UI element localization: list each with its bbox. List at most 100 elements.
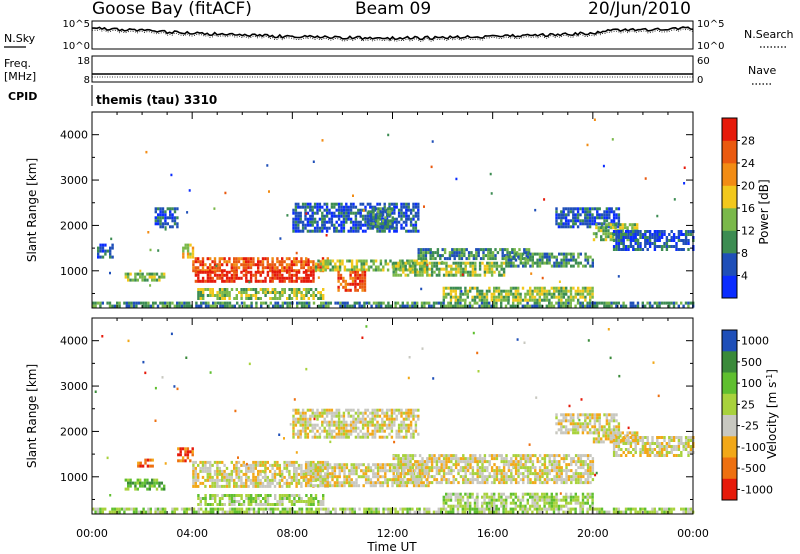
range-time-cell — [394, 304, 397, 308]
range-time-cell — [240, 276, 243, 280]
range-time-cell — [504, 304, 508, 308]
range-time-cell — [197, 260, 200, 264]
range-time-cell — [411, 478, 415, 482]
range-time-cell — [426, 481, 429, 485]
range-time-cell — [626, 238, 629, 242]
range-time-cell — [201, 466, 205, 470]
range-time-cell — [423, 510, 426, 514]
range-time-cell — [223, 503, 226, 506]
range-time-cell — [608, 225, 611, 229]
range-time-cell — [405, 411, 408, 415]
range-time-cell — [414, 214, 418, 218]
range-time-cell — [469, 466, 472, 470]
range-time-cell — [362, 262, 366, 266]
range-time-cell — [300, 297, 303, 300]
range-time-cell — [199, 260, 202, 264]
range-time-cell — [151, 458, 154, 462]
range-time-cell — [361, 288, 364, 292]
range-time-cell — [376, 469, 380, 473]
range-time-cell — [392, 267, 395, 271]
range-time-cell — [524, 463, 527, 467]
range-time-cell — [347, 214, 350, 218]
range-time-cell — [337, 408, 341, 412]
range-time-cell — [290, 279, 294, 283]
range-time-cell — [293, 291, 296, 294]
range-time-cell — [194, 266, 197, 270]
range-time-cell — [656, 304, 659, 308]
range-time-cell — [617, 510, 620, 514]
range-time-cell — [569, 295, 573, 299]
range-time-cell — [218, 503, 222, 506]
range-time-cell — [312, 263, 315, 267]
range-time-cell — [278, 478, 281, 482]
range-time-cell — [442, 478, 446, 482]
range-time-cell — [431, 254, 435, 258]
range-time-cell — [233, 297, 236, 300]
range-time-cell — [459, 261, 463, 265]
range-time-cell — [538, 481, 542, 485]
range-time-cell — [235, 475, 238, 479]
range-time-cell — [521, 510, 524, 514]
range-time-cell — [418, 466, 422, 470]
range-time-cell — [292, 211, 295, 215]
range-time-cell — [323, 429, 326, 433]
range-time-cell — [311, 223, 314, 227]
range-time-cell — [325, 420, 329, 424]
range-time-cell — [407, 208, 410, 212]
range-time-cell — [194, 469, 197, 473]
range-time-cell — [591, 219, 594, 223]
range-time-cell — [216, 510, 220, 514]
range-time-cell — [452, 289, 455, 293]
range-time-cell — [560, 210, 563, 214]
range-time-cell — [555, 216, 558, 220]
range-time-cell — [392, 507, 395, 511]
range-time-cell — [324, 265, 327, 269]
range-time-cell — [514, 469, 518, 473]
range-time-cell — [451, 251, 454, 255]
range-time-cell — [499, 248, 502, 252]
range-time-cell — [543, 255, 546, 259]
range-time-cell — [526, 469, 530, 473]
range-time-cell — [381, 420, 384, 424]
range-time-cell — [425, 507, 428, 511]
range-time-cell — [501, 254, 504, 258]
range-time-cell — [381, 229, 384, 233]
range-time-cell — [369, 423, 372, 427]
range-time-cell — [301, 414, 305, 418]
range-time-cell — [469, 460, 472, 464]
range-time-cell — [94, 301, 97, 305]
range-time-cell — [407, 426, 410, 430]
range-time-cell — [297, 270, 301, 274]
range-time-cell — [350, 262, 354, 266]
range-time-cell — [278, 503, 282, 506]
range-time-cell — [333, 463, 337, 467]
range-time-cell — [155, 481, 159, 485]
range-time-cell — [440, 304, 443, 308]
range-time-cell — [336, 268, 339, 272]
range-time-cell — [548, 261, 551, 265]
range-time-cell — [352, 463, 356, 467]
range-time-cell — [591, 289, 594, 293]
range-time-cell — [545, 292, 549, 296]
range-time-cell — [595, 223, 598, 227]
range-time-cell — [276, 291, 279, 294]
range-time-cell — [323, 420, 326, 424]
range-time-cell — [415, 463, 418, 467]
range-time-cell — [393, 202, 396, 206]
range-time-cell — [455, 254, 459, 258]
range-time-cell — [346, 259, 349, 263]
range-time-cell — [609, 226, 612, 230]
range-time-cell — [454, 454, 458, 458]
range-time-cell — [309, 266, 313, 270]
range-time-cell — [417, 432, 420, 436]
range-time-cell — [524, 295, 527, 299]
range-time-cell — [302, 288, 306, 291]
range-time-cell — [334, 507, 337, 511]
range-time-cell — [488, 475, 491, 479]
range-time-cell — [228, 481, 231, 485]
range-time-cell — [340, 435, 343, 439]
range-time-cell — [538, 469, 542, 473]
range-time-cell — [507, 255, 510, 259]
range-time-cell — [522, 454, 525, 458]
range-time-cell — [512, 295, 515, 299]
